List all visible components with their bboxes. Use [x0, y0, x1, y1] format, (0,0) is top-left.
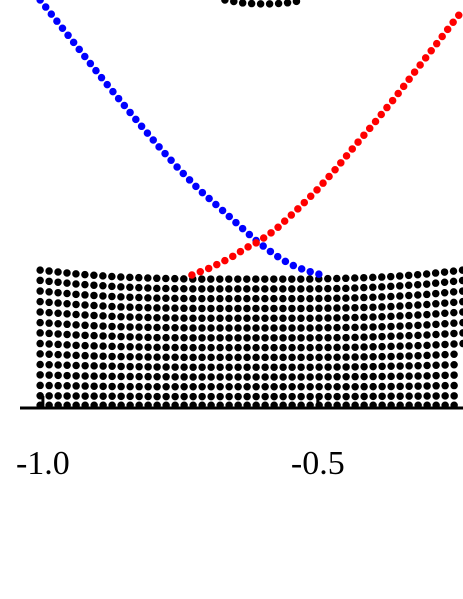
band-line [36, 381, 463, 391]
band-line [36, 360, 463, 371]
band-line [36, 339, 463, 352]
band-line [36, 392, 463, 401]
band-line [36, 350, 463, 362]
band-line [36, 287, 463, 303]
band-line [36, 297, 463, 313]
band-line [36, 276, 463, 293]
band-line [221, 0, 309, 8]
band-line [36, 371, 463, 381]
band-line [36, 308, 463, 322]
band-line [36, 0, 326, 279]
x-tick-label: -1.0 [16, 445, 70, 482]
x-tick-label: -0.5 [291, 445, 345, 482]
band-line [36, 318, 463, 332]
band-line [36, 329, 463, 342]
plot-area [36, 0, 463, 410]
band-line [188, 6, 463, 279]
band-line [36, 266, 463, 283]
